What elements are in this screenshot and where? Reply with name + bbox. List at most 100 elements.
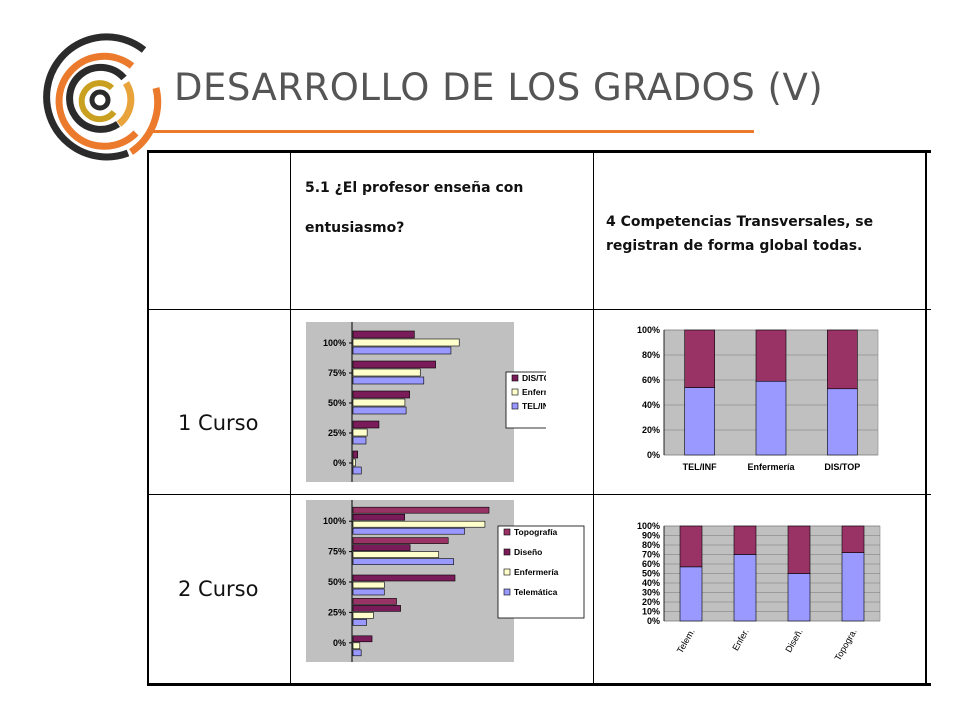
y-tick-label: 20% — [642, 597, 660, 607]
tick-label: 75% — [328, 547, 346, 557]
header-question-line2: entusiasmo? — [305, 220, 405, 236]
legend-box — [505, 371, 546, 429]
tick-label: 50% — [328, 398, 346, 408]
bar-enfermera-1 — [352, 612, 374, 619]
x-tick-label: Enfer. — [730, 627, 750, 652]
stacked-bar-0-seg-1 — [684, 329, 715, 388]
legend-swatch — [511, 374, 519, 382]
stacked-bar-1-seg-1 — [755, 329, 787, 382]
chart-1curso-enthusiasm: 0% 25% 50% 75% 100% DIS/TOP Enfermería TEL/INF — [306, 322, 546, 482]
bar-topografa-1 — [352, 598, 397, 605]
bar-telemtica-4 — [352, 527, 465, 535]
table-border-bottom — [147, 683, 931, 686]
stacked-bar-2-seg-1 — [827, 329, 858, 390]
y-tick-label: 80% — [642, 350, 660, 360]
y-tick-label: 60% — [642, 559, 660, 569]
title-underline — [148, 130, 754, 133]
y-tick-label: 70% — [642, 550, 660, 560]
legend-entry: Diseño — [514, 547, 542, 557]
slide-title: DESARROLLO DE LOS GRADOS (V) — [174, 66, 824, 109]
legend-swatch — [511, 402, 519, 410]
bar-distop-0 — [352, 450, 359, 459]
row-label-2-curso: 2 Curso — [178, 577, 259, 601]
bar-distop-2 — [352, 390, 410, 399]
table-border-left — [147, 150, 149, 686]
legend-swatch — [511, 388, 519, 396]
y-tick-label: 20% — [642, 425, 660, 435]
legend-entry: Enfermería — [522, 387, 546, 397]
concentric-arcs-logo — [43, 33, 162, 161]
bar-topografa-3 — [352, 537, 449, 544]
header-question-line1: 5.1 ¿El profesor enseña con — [305, 180, 524, 196]
legend-swatch — [503, 568, 511, 576]
tick-label: 100% — [323, 338, 346, 348]
x-tick-label: Telem. — [675, 627, 697, 655]
bar-telemtica-0 — [352, 649, 362, 657]
y-tick-label: 0% — [647, 450, 660, 460]
x-tick-label: DIS/TOP — [824, 462, 860, 472]
y-tick-label: 40% — [642, 578, 660, 588]
y-tick-label: 30% — [642, 588, 660, 598]
legend-entry: Telemática — [514, 587, 558, 597]
y-tick-label: 100% — [637, 521, 660, 531]
stacked-bar-2-seg-0 — [827, 388, 858, 456]
stacked-bar-1-seg-1 — [733, 525, 757, 555]
y-tick-label: 90% — [642, 531, 660, 541]
bar-enfermera-2 — [352, 581, 385, 589]
bar-diseo-0 — [352, 635, 373, 643]
stacked-bar-0-seg-0 — [684, 387, 715, 456]
tick-label: 0% — [333, 458, 346, 468]
stacked-bar-3-seg-0 — [841, 552, 865, 622]
bar-telemtica-3 — [352, 558, 454, 565]
legend-swatch — [503, 528, 511, 536]
y-tick-label: 60% — [642, 375, 660, 385]
legend-entry: Enfermería — [514, 567, 559, 577]
bar-diseo-2 — [352, 574, 456, 582]
x-tick-label: Enfermería — [747, 462, 795, 472]
bar-enfermera-4 — [352, 338, 460, 347]
bar-telemtica-2 — [352, 588, 385, 596]
bar-enfermera-4 — [352, 520, 486, 528]
table-border-right — [925, 150, 927, 686]
y-tick-label: 100% — [637, 325, 660, 335]
y-tick-label: 50% — [642, 569, 660, 579]
stacked-bar-3-seg-1 — [841, 525, 865, 553]
legend-entry: DIS/TOP — [522, 373, 546, 383]
legend-swatch — [503, 588, 511, 596]
tick-label: 0% — [333, 638, 346, 648]
stacked-bar-2-seg-0 — [787, 573, 811, 622]
bar-telinf-1 — [352, 436, 367, 445]
y-tick-label: 40% — [642, 400, 660, 410]
tick-label: 25% — [328, 428, 346, 438]
y-tick-label: 10% — [642, 607, 660, 617]
tick-label: 25% — [328, 607, 346, 617]
stacked-bar-1-seg-0 — [755, 380, 787, 456]
x-tick-label: TEL/INF — [683, 462, 717, 472]
comparison-table: 5.1 ¿El profesor enseña con entusiasmo? … — [147, 150, 931, 686]
chart-2curso-enthusiasm: 0% 25% 50% 75% 100% Topografía Diseño Enfermerí… — [306, 500, 585, 662]
bar-enfermera-0 — [352, 642, 361, 650]
legend-entry: Topografía — [514, 527, 558, 537]
chart-2curso-competencies: 0%10%20%30%40%50%60%70%80%90%100% Telem. E… — [637, 521, 881, 662]
bar-distop-3 — [352, 360, 436, 369]
header-competencies-line2: registran de forma global todas. — [606, 238, 863, 254]
y-tick-label: 80% — [642, 540, 660, 550]
bar-enfermera-1 — [352, 428, 368, 437]
bar-enfermera-0 — [352, 458, 356, 467]
bar-diseo-1 — [352, 605, 401, 612]
table-row-divider-2 — [147, 494, 931, 495]
legend-swatch — [503, 548, 511, 556]
tick-label: 50% — [328, 577, 346, 587]
bar-enfermera-2 — [352, 398, 406, 407]
bar-diseo-3 — [352, 544, 411, 551]
row-label-1-curso: 1 Curso — [178, 411, 259, 435]
bar-enfermera-3 — [352, 551, 439, 558]
bar-telemtica-1 — [352, 619, 367, 626]
stacked-bar-0-seg-1 — [679, 525, 703, 568]
stacked-bar-2-seg-1 — [787, 525, 811, 574]
bar-topografa-4 — [352, 506, 490, 514]
legend-box — [497, 525, 585, 619]
table-row-divider-1 — [147, 309, 931, 310]
tick-label: 100% — [323, 516, 346, 526]
y-tick-label: 0% — [647, 616, 660, 626]
